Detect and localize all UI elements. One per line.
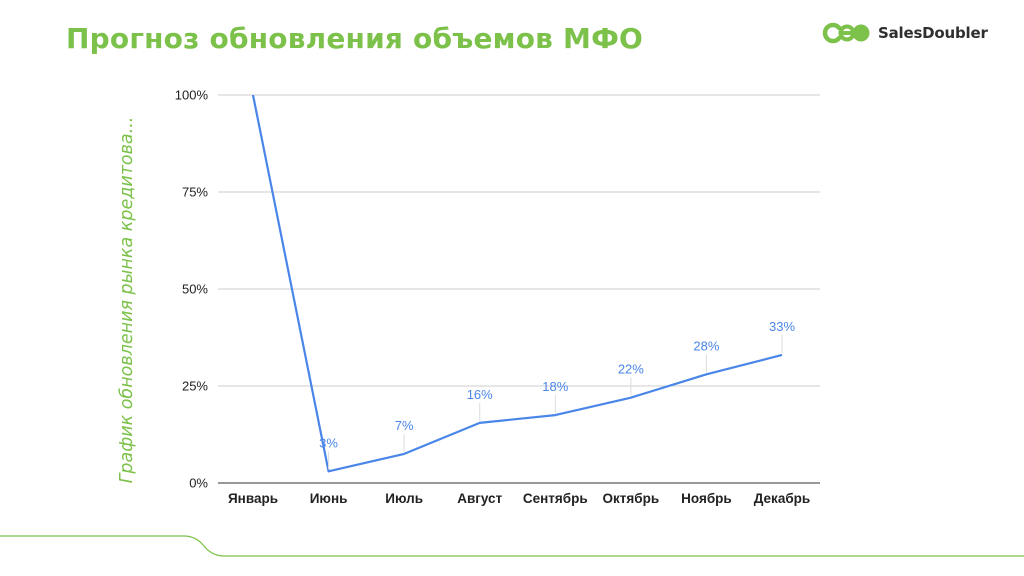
y-tick-label: 75%: [182, 185, 208, 200]
data-label: 16%: [467, 387, 493, 402]
data-label: 22%: [618, 362, 644, 377]
y-tick-label: 100%: [175, 88, 209, 103]
x-category-label: Октябрь: [603, 491, 660, 506]
series-polyline: [251, 94, 783, 473]
data-labels: 3% 7% 16% 18% 22% 28% 33%: [319, 319, 795, 470]
x-category-label: Январь: [228, 491, 278, 506]
y-tick-label: 0%: [189, 476, 208, 491]
grid-lines: [218, 94, 820, 484]
x-category-label: Июль: [385, 491, 423, 506]
x-category-label: Июнь: [310, 491, 348, 506]
logo-text: SalesDoubler: [878, 24, 988, 42]
x-category-label: Декабрь: [754, 491, 810, 506]
slide-title: Прогноз обновления объемов МФО: [66, 22, 644, 55]
logo-mark-icon: [822, 22, 870, 44]
y-tick-label: 50%: [182, 282, 208, 297]
data-label: 7%: [395, 418, 414, 433]
data-label: 33%: [769, 319, 795, 334]
x-category-label: Август: [457, 491, 502, 506]
x-axis-categories: Январь Июнь Июль Август Сентябрь Октябрь Ноябр…: [228, 491, 810, 506]
data-label: 18%: [542, 379, 568, 394]
x-category-label: Ноябрь: [681, 491, 732, 506]
sales-doubler-logo: SalesDoubler: [822, 22, 988, 44]
x-category-label: Сентябрь: [523, 491, 588, 506]
series-line: [251, 94, 783, 473]
y-tick-label: 25%: [182, 379, 208, 394]
data-label: 28%: [693, 338, 719, 353]
y-axis-ticks: 0% 25% 50% 75% 100%: [175, 88, 209, 491]
data-label: 3%: [319, 435, 338, 450]
